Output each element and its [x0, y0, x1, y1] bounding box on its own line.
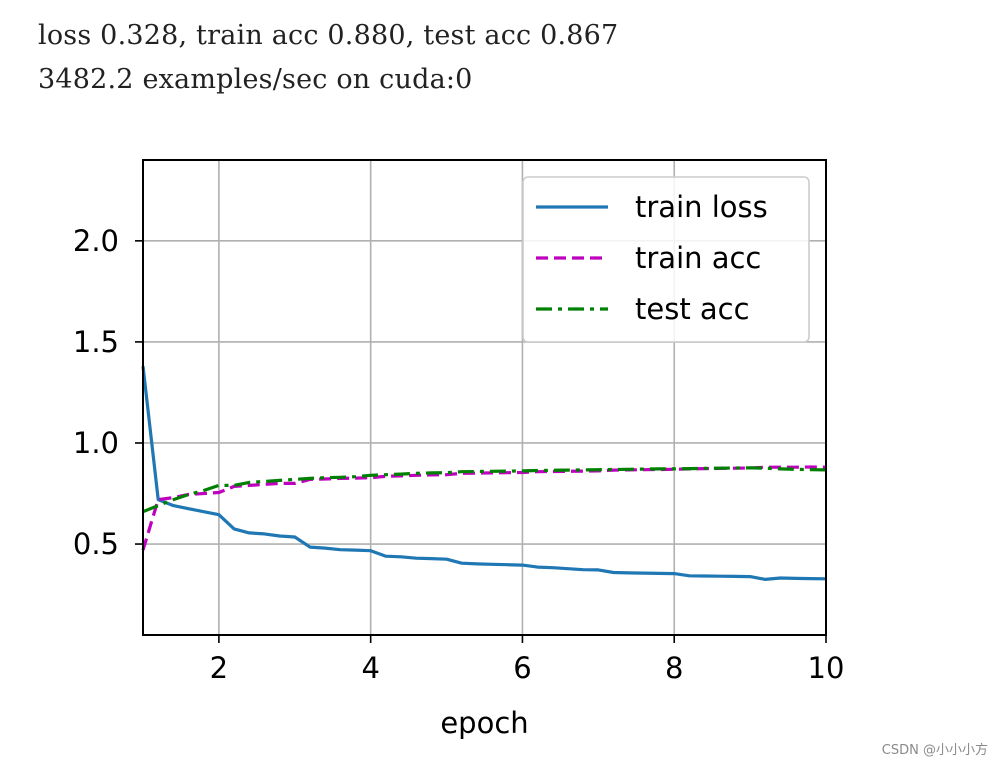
legend-box [522, 176, 810, 343]
y-tick-label: 1.0 [73, 426, 119, 460]
x-tick-label: 8 [665, 651, 683, 685]
x-axis-label: epoch [440, 706, 528, 740]
x-tick-label: 4 [361, 651, 379, 685]
watermark: CSDN @小小小方 [881, 743, 988, 758]
chart-series-lines [141, 366, 827, 582]
x-tick-label: 6 [513, 651, 531, 685]
x-tick-label: 10 [808, 651, 845, 685]
y-tick-label: 0.5 [73, 527, 119, 561]
series-line-test-acc [142, 466, 827, 514]
legend-label: train loss [635, 190, 768, 224]
chart-legend: train loss train acc test acc [522, 176, 810, 343]
x-tick-label: 2 [210, 651, 228, 685]
chart-ticks: 2 4 6 8 10 0.5 1.0 1.5 2.0 [73, 224, 845, 685]
console-line-throughput: 3482.2 examples/sec on cuda:0 [38, 64, 473, 95]
series-line-train-acc [141, 465, 827, 551]
plot-frame [142, 159, 827, 636]
legend-label: test acc [635, 292, 750, 326]
legend-label: train acc [635, 241, 761, 275]
series-line-train-loss [141, 366, 827, 582]
console-line-metrics: loss 0.328, train acc 0.880, test acc 0.… [38, 20, 619, 51]
y-tick-label: 1.5 [73, 325, 119, 359]
y-tick-label: 2.0 [73, 224, 119, 258]
